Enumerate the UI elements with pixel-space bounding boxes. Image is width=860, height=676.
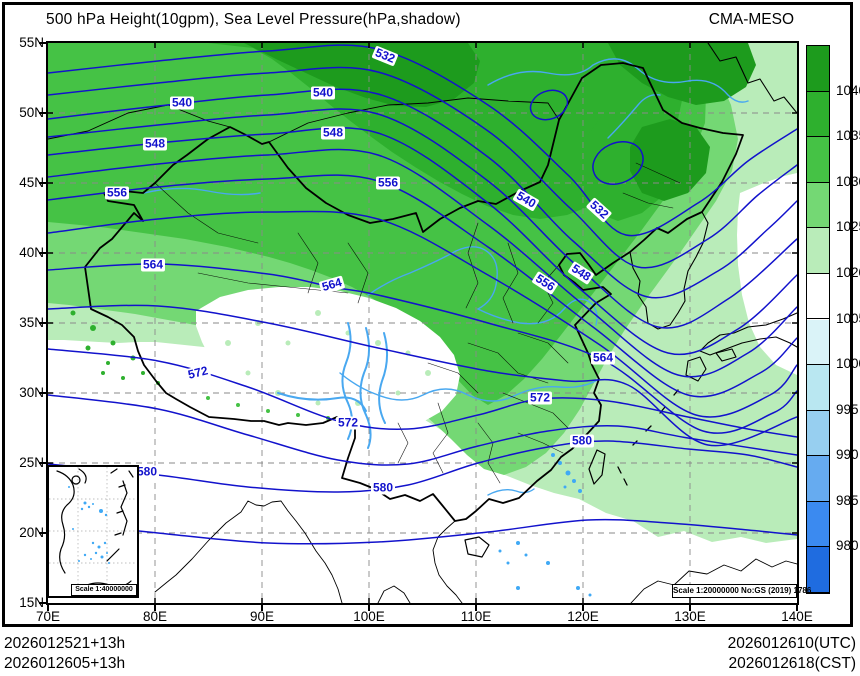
lat-label-15N: 15N xyxy=(19,595,44,610)
lon-label-110E: 110E xyxy=(460,609,492,624)
colorbar-band xyxy=(807,365,829,411)
lat-tick xyxy=(39,322,46,324)
lat-tick xyxy=(39,182,46,184)
lat-label-30N: 30N xyxy=(19,385,44,400)
init-time-block: 2026012521+13h 2026012605+13h xyxy=(4,634,125,674)
map-canvas xyxy=(48,43,797,603)
lon-tick xyxy=(582,604,584,611)
lon-tick xyxy=(796,604,798,611)
inset-grid xyxy=(49,467,137,596)
closed-low-contour xyxy=(592,141,644,185)
pressure-colorbar xyxy=(806,45,830,594)
contour-584 xyxy=(48,518,797,545)
lat-label-20N: 20N xyxy=(19,525,44,540)
contour-552 xyxy=(48,148,797,378)
contour-532 xyxy=(48,44,797,237)
valid-time-cst: 2026012618(CST) xyxy=(728,655,856,672)
lon-tick xyxy=(475,604,477,611)
lon-tick xyxy=(154,604,156,611)
lat-tick xyxy=(39,252,46,254)
colorbar-tick-995: 995 xyxy=(836,401,859,417)
contour-544 xyxy=(48,108,797,329)
colorbar-band xyxy=(807,137,829,183)
lon-label-90E: 90E xyxy=(249,609,275,624)
lat-label-25N: 25N xyxy=(19,455,44,470)
height-contours xyxy=(48,44,797,545)
inset-svg xyxy=(49,467,137,596)
colorbar-band xyxy=(807,319,829,366)
lat-tick xyxy=(39,532,46,534)
colorbar-band xyxy=(807,456,829,502)
lat-label-45N: 45N xyxy=(19,175,44,190)
lat-label-40N: 40N xyxy=(19,245,44,260)
lon-label-140E: 140E xyxy=(781,609,813,624)
contour-576 xyxy=(48,394,797,466)
colorbar-tick-985: 985 xyxy=(836,492,859,508)
lon-label-130E: 130E xyxy=(674,609,706,624)
contour-560 xyxy=(48,210,797,418)
lat-tick xyxy=(39,392,46,394)
chart-title: 500 hPa Height(10gpm), Sea Level Pressur… xyxy=(46,11,461,28)
lat-tick xyxy=(39,462,46,464)
colorbar-tick-1040: 1040 xyxy=(836,82,860,98)
lon-label-80E: 80E xyxy=(142,609,168,624)
colorbar-band xyxy=(807,547,829,593)
map-scale-note: Scale 1:20000000 No:GS (2019) 1786 xyxy=(672,584,811,598)
lon-tick xyxy=(689,604,691,611)
colorbar-band xyxy=(807,46,829,92)
lon-label-100E: 100E xyxy=(353,609,385,624)
valid-time-block: 2026012610(UTC) 2026012618(CST) xyxy=(728,634,856,674)
inset-island-specks xyxy=(68,486,110,564)
lat-tick xyxy=(39,602,46,604)
south-china-sea-inset: Scale 1:40000000 xyxy=(47,465,139,598)
contour-580 xyxy=(48,440,797,493)
init-time-cst: 2026012605+13h xyxy=(4,655,126,672)
contour-536 xyxy=(48,66,797,269)
inset-scale-label: Scale 1:40000000 xyxy=(71,584,137,596)
lon-label-70E: 70E xyxy=(35,609,61,624)
lat-tick xyxy=(39,112,46,114)
colorbar-band xyxy=(807,228,829,274)
colorbar-tick-1020: 1020 xyxy=(836,264,860,280)
slp-shading xyxy=(48,43,797,543)
valid-time-utc: 2026012610(UTC) xyxy=(727,635,856,652)
contour-564 xyxy=(48,263,797,434)
lat-tick xyxy=(39,42,46,44)
colorbar-tick-1025: 1025 xyxy=(836,219,860,235)
colorbar-band xyxy=(807,91,829,138)
lat-label-35N: 35N xyxy=(19,315,44,330)
colorbar-band xyxy=(807,410,829,457)
lon-tick xyxy=(47,604,49,611)
contour-540 xyxy=(48,88,797,299)
lat-label-50N: 50N xyxy=(19,105,44,120)
contour-556 xyxy=(48,174,797,398)
colorbar-band xyxy=(807,182,829,229)
colorbar-band xyxy=(807,273,829,320)
colorbar-tick-1030: 1030 xyxy=(836,173,860,189)
lon-tick xyxy=(261,604,263,611)
colorbar-tick-980: 980 xyxy=(836,538,859,554)
coastal-specks xyxy=(498,453,592,597)
closed-low-contour xyxy=(529,89,569,121)
colorbar-tick-1005: 1005 xyxy=(836,310,860,326)
contour-548 xyxy=(48,127,797,356)
colorbar-tick-990: 990 xyxy=(836,447,859,463)
init-time-utc: 2026012521+13h xyxy=(4,635,126,652)
colorbar-band xyxy=(807,501,829,548)
lon-label-120E: 120E xyxy=(567,609,599,624)
map-svg xyxy=(48,43,797,603)
colorbar-tick-1000: 1000 xyxy=(836,356,860,372)
colorbar-tick-1035: 1035 xyxy=(836,128,860,144)
model-name: CMA-MESO xyxy=(708,11,794,28)
contour-568 xyxy=(48,304,797,447)
lon-tick xyxy=(368,604,370,611)
lat-label-55N: 55N xyxy=(19,35,44,50)
